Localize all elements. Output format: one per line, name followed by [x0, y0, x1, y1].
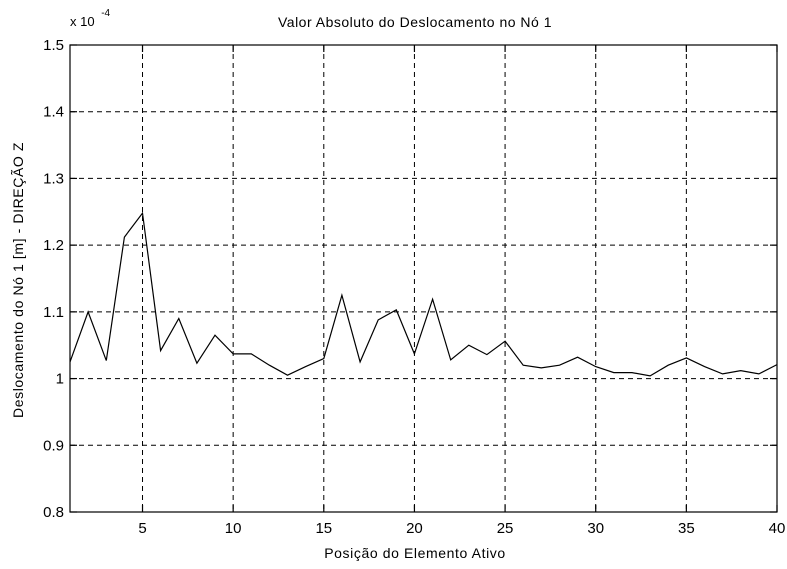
y-tick-label: 1: [56, 371, 64, 388]
y-tick-label: 0.8: [43, 504, 64, 521]
x-tick-label: 10: [225, 520, 242, 537]
y-multiplier-base: x 10: [70, 14, 95, 29]
y-tick-label: 1.1: [43, 304, 64, 321]
x-tick-labels: 5 10 15 20 25 30 35 40: [138, 520, 785, 537]
y-tick-labels: 0.8 0.9 1 1.1 1.2 1.3 1.4 1.5: [43, 37, 64, 521]
plot-frame: [69, 44, 778, 513]
chart-title: Valor Absoluto do Deslocamento no Nó 1: [278, 14, 552, 30]
x-tick-label: 30: [587, 520, 604, 537]
y-axis-label: Deslocamento do Nó 1 [m] - DIREÇÃO Z: [10, 142, 26, 418]
series-layer: [69, 211, 778, 377]
x-tick-label: 15: [315, 520, 332, 537]
axis-ticks: [70, 44, 778, 513]
x-tick-label: 35: [678, 520, 695, 537]
series-line: [69, 211, 778, 377]
x-axis-label: Posição do Elemento Ativo: [324, 545, 506, 561]
x-tick-label: 40: [769, 520, 786, 537]
x-tick-label: 20: [406, 520, 423, 537]
y-tick-label: 1.4: [43, 104, 64, 121]
y-multiplier: x 10 -4: [70, 8, 111, 29]
x-tick-label: 5: [138, 520, 146, 537]
y-multiplier-exponent: -4: [101, 8, 110, 19]
y-tick-label: 1.5: [43, 37, 64, 54]
grid-lines: [70, 45, 777, 512]
x-tick-label: 25: [497, 520, 514, 537]
y-tick-label: 1.3: [43, 170, 64, 187]
y-tick-label: 0.9: [43, 437, 64, 454]
y-tick-label: 1.2: [43, 237, 64, 254]
